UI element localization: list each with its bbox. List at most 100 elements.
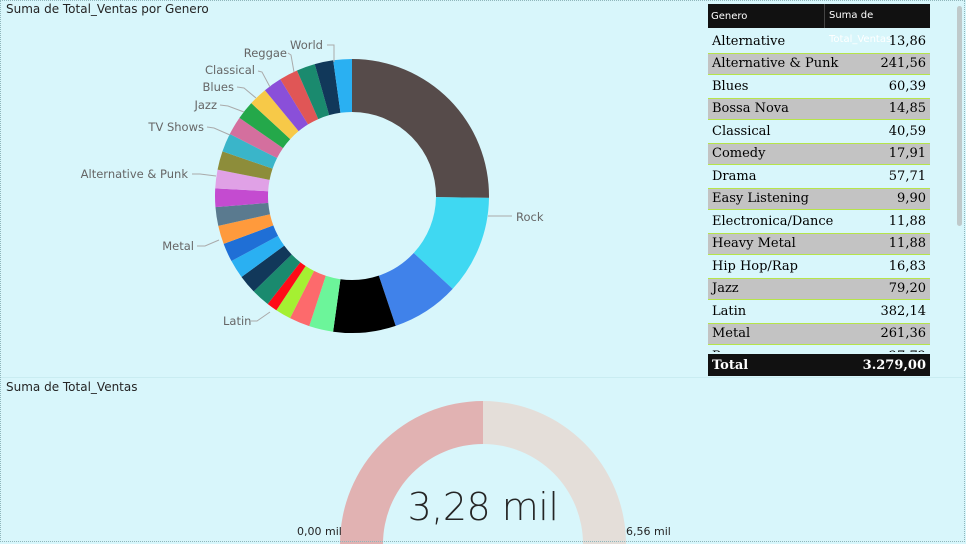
gauge-chart[interactable] xyxy=(340,394,630,544)
jazz-label: Jazz xyxy=(193,98,217,112)
slice-small[interactable] xyxy=(231,235,285,277)
table-row[interactable]: Easy Listening 9,90 xyxy=(708,187,930,210)
slice-small[interactable] xyxy=(333,59,352,113)
table-row[interactable]: Bossa Nova 14,85 xyxy=(708,97,930,120)
jazz-leader xyxy=(219,104,245,113)
slice-blues[interactable] xyxy=(276,266,315,319)
reggae-label: Reggae xyxy=(244,46,287,60)
table-row[interactable]: Classical 40,59 xyxy=(708,120,930,143)
classical-label: Classical xyxy=(205,63,255,77)
tv-shows-label: TV Shows xyxy=(147,120,204,134)
slice-small[interactable] xyxy=(253,254,301,304)
value-cell: 241,56 xyxy=(880,56,927,72)
genre-cell: Classical xyxy=(712,123,771,139)
table-row[interactable]: Pop27,72 xyxy=(708,345,930,352)
slice-jazz[interactable] xyxy=(290,270,326,327)
slice-small[interactable] xyxy=(251,90,299,140)
classical-leader xyxy=(257,70,271,88)
alt-punk-leader xyxy=(192,173,217,177)
genre-cell: Latin xyxy=(712,303,747,319)
donut-title: Suma de Total_Ventas por Genero xyxy=(6,2,209,16)
col-genero-header[interactable]: Genero xyxy=(711,10,748,22)
value-cell: 16,83 xyxy=(888,258,926,274)
table-scrollbar-thumb[interactable] xyxy=(957,6,962,226)
slice-small[interactable] xyxy=(222,134,278,169)
slice-small[interactable] xyxy=(296,64,330,120)
donut-chart[interactable]: Rock Latin Metal Alternative & Punk TV S… xyxy=(0,0,700,376)
slice-tv-shows[interactable] xyxy=(309,275,341,332)
value-cell: 14,85 xyxy=(888,101,926,117)
alt-punk-label: Alternative & Punk xyxy=(81,167,189,181)
table-total-row: Total 3.279,00 xyxy=(708,354,930,376)
gauge-track xyxy=(483,401,626,544)
genre-cell: Heavy Metal xyxy=(712,236,796,252)
table-row[interactable]: Alternative 13,86 xyxy=(708,30,930,53)
genre-cell: Pop xyxy=(708,349,858,352)
slice-latin[interactable] xyxy=(413,197,489,289)
genre-cell: Metal xyxy=(712,326,751,342)
slice-alternative-punk[interactable] xyxy=(333,275,396,334)
value-cell: 261,36 xyxy=(880,326,927,342)
genre-cell: Easy Listening xyxy=(712,191,809,207)
slice-small[interactable] xyxy=(241,245,292,292)
latin-leader xyxy=(251,311,271,322)
genre-table[interactable]: Genero Suma de Total_Ventas Alternative 1… xyxy=(708,4,930,376)
table-row[interactable]: Electronica/Dance 11,88 xyxy=(708,210,930,233)
slice-small[interactable] xyxy=(264,79,309,132)
genre-cell: Hip Hop/Rap xyxy=(712,258,798,274)
slice-metal[interactable] xyxy=(378,252,453,326)
value-cell: 11,88 xyxy=(888,236,926,252)
total-value: 3.279,00 xyxy=(862,357,926,373)
slice-small[interactable] xyxy=(280,70,319,125)
value-cell: 13,86 xyxy=(888,33,926,49)
table-row[interactable]: Blues 60,39 xyxy=(708,75,930,98)
gauge-fill xyxy=(340,401,483,544)
slice-small[interactable] xyxy=(223,225,279,262)
value-cell: 27,72 xyxy=(858,349,930,352)
table-row[interactable]: Alternative & Punk 241,56 xyxy=(708,52,930,75)
value-cell: 40,59 xyxy=(888,123,926,139)
slice-small[interactable] xyxy=(215,188,269,208)
table-row[interactable]: Hip Hop/Rap 16,83 xyxy=(708,255,930,278)
table-body: Alternative 13,86 Alternative & Punk 241,56… xyxy=(708,30,930,352)
metal-label: Metal xyxy=(162,239,194,253)
world-label: World xyxy=(290,38,323,52)
value-cell: 17,91 xyxy=(888,146,926,162)
slice-rock[interactable] xyxy=(352,59,489,198)
table-row[interactable]: Drama 57,71 xyxy=(708,165,930,188)
genre-cell: Jazz xyxy=(712,281,739,297)
col-suma-header[interactable]: Suma de Total_Ventas xyxy=(824,4,930,45)
value-cell: 60,39 xyxy=(888,78,926,94)
value-cell: 9,90 xyxy=(897,191,926,207)
genre-cell: Drama xyxy=(712,168,757,184)
blues-leader xyxy=(236,86,257,99)
genre-cell: Comedy xyxy=(712,146,766,162)
slice-small[interactable] xyxy=(314,60,341,116)
genre-cell: Alternative & Punk xyxy=(712,56,839,72)
table-row[interactable]: Metal 261,36 xyxy=(708,322,930,345)
slice-small[interactable] xyxy=(215,169,270,192)
tv-shows-leader xyxy=(206,126,231,136)
gauge-title: Suma de Total_Ventas xyxy=(6,380,138,394)
table-header: Genero Suma de Total_Ventas xyxy=(708,4,930,45)
table-row[interactable]: Jazz 79,20 xyxy=(708,277,930,300)
value-cell: 79,20 xyxy=(888,281,926,297)
slice-classical[interactable] xyxy=(267,262,306,311)
slice-small[interactable] xyxy=(239,103,291,149)
latin-label: Latin xyxy=(223,314,251,328)
genre-cell: Alternative xyxy=(712,33,786,49)
gauge-min-label: 0,00 mil xyxy=(297,525,342,538)
slice-small[interactable] xyxy=(215,202,271,226)
genre-cell: Blues xyxy=(712,78,749,94)
table-row[interactable]: Heavy Metal 11,88 xyxy=(708,232,930,255)
value-cell: 57,71 xyxy=(888,168,926,184)
table-row[interactable]: Latin 382,14 xyxy=(708,300,930,323)
slice-small[interactable] xyxy=(217,151,273,180)
slice-small[interactable] xyxy=(218,214,274,244)
total-label: Total xyxy=(712,357,749,373)
blues-label: Blues xyxy=(203,80,234,94)
slice-small[interactable] xyxy=(229,117,283,159)
genre-cell: Bossa Nova xyxy=(712,101,789,117)
visual-separator xyxy=(0,377,966,378)
table-row[interactable]: Comedy 17,91 xyxy=(708,142,930,165)
